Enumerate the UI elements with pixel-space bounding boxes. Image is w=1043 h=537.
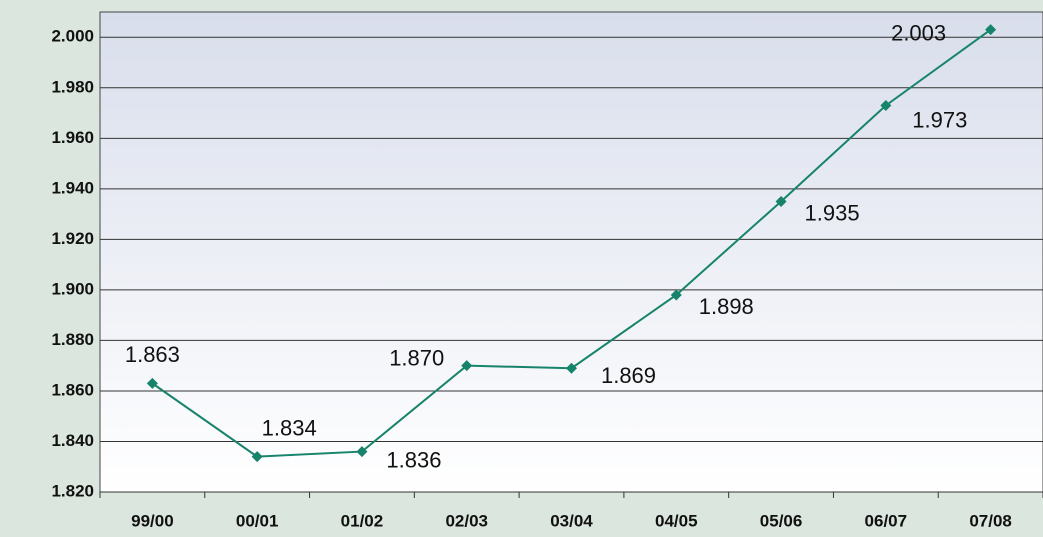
point-marker <box>146 377 158 389</box>
y-tick-label: 1.880 <box>51 330 94 349</box>
x-tick-label: 06/07 <box>865 511 908 530</box>
data-label: 1.973 <box>912 107 967 132</box>
point-marker <box>670 289 682 301</box>
plot-area <box>99 11 1043 493</box>
data-label: 2.003 <box>891 20 946 45</box>
x-tick-label: 00/01 <box>236 511 279 530</box>
y-tick-label: 1.960 <box>51 128 94 147</box>
data-label: 1.935 <box>805 200 860 225</box>
x-tick-label: 05/06 <box>760 511 803 530</box>
y-tick-label: 1.860 <box>51 380 94 399</box>
y-tick-label: 1.840 <box>51 431 94 450</box>
point-marker <box>775 195 787 207</box>
x-tick-label: 04/05 <box>655 511 698 530</box>
point-marker <box>251 451 263 463</box>
data-label: 1.869 <box>601 363 656 388</box>
y-tick-label: 1.900 <box>51 279 94 298</box>
x-tick-label: 07/08 <box>969 511 1012 530</box>
point-marker <box>461 360 473 372</box>
y-tick-label: 1.820 <box>51 481 94 500</box>
y-tick-label: 1.980 <box>51 77 94 96</box>
data-label: 1.834 <box>262 415 317 440</box>
point-marker <box>566 362 577 374</box>
x-tick-label: 03/04 <box>550 511 593 530</box>
point-marker <box>985 24 997 36</box>
data-label: 1.870 <box>389 345 444 370</box>
data-label: 1.898 <box>699 294 754 319</box>
x-tick-label: 99/00 <box>131 511 174 530</box>
x-tick-label: 01/02 <box>341 511 384 530</box>
y-tick-label: 1.920 <box>51 229 94 248</box>
point-marker <box>880 99 892 111</box>
data-label: 1.863 <box>125 342 180 367</box>
y-tick-label: 1.940 <box>51 178 94 197</box>
y-tick-label: 2.000 <box>51 27 94 46</box>
point-marker <box>356 446 368 458</box>
data-label: 1.836 <box>386 447 441 472</box>
x-tick-label: 02/03 <box>445 511 488 530</box>
